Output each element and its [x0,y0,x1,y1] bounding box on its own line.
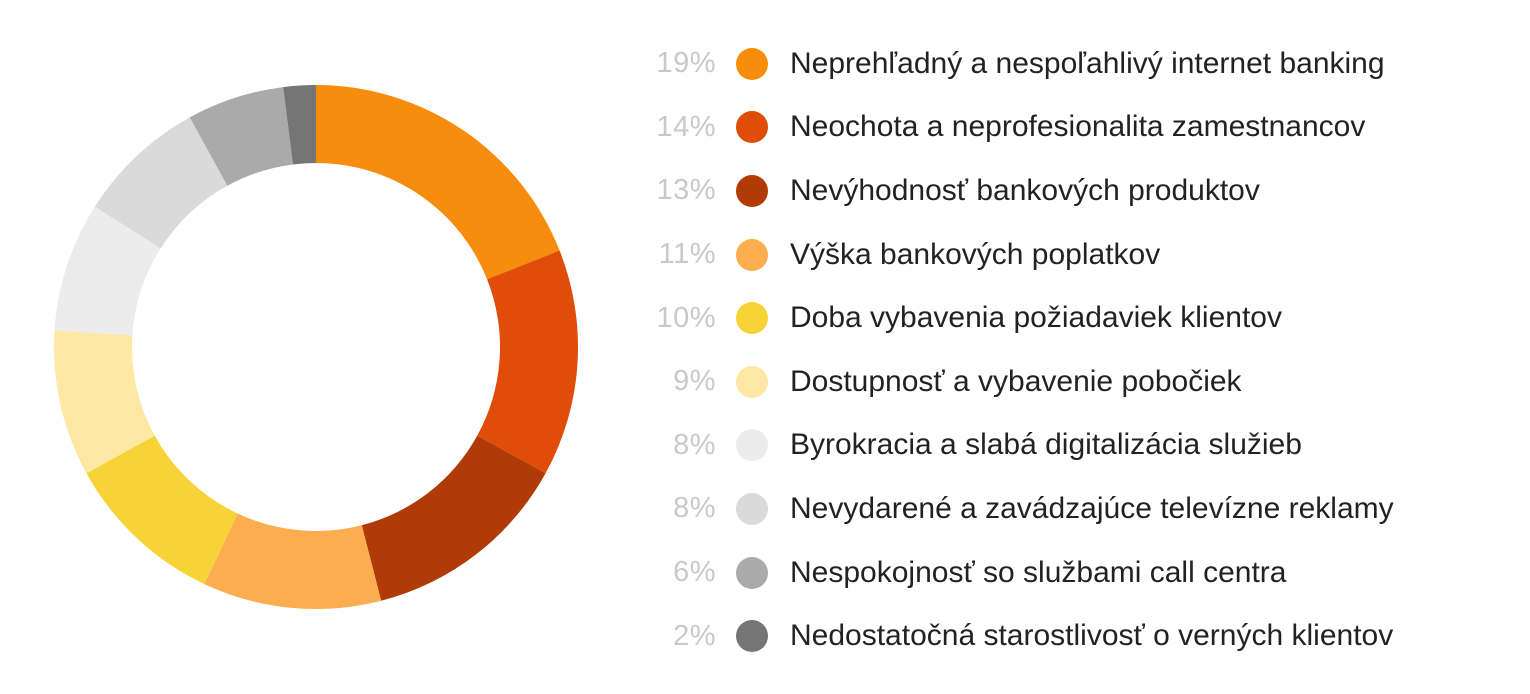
donut-slice-8 [94,117,228,249]
legend-swatch [736,365,768,398]
donut-slice-5 [86,435,238,585]
legend-label: Výška bankových poplatkov [790,237,1161,271]
legend-label: Nevýhodnosť bankových produktov [790,173,1260,207]
legend-label: Nedostatočná starostlivosť o verných kli… [790,619,1394,653]
legend-percent: 6% [673,556,716,589]
legend-item: 10% Doba vybavenia požiadaviek klientov [640,286,1520,350]
legend-label: Dostupnosť a vybavenie pobočiek [790,364,1242,398]
legend-item: 13% Nevýhodnosť bankových produktov [640,159,1520,223]
legend-item: 19% Neprehľadný a nespoľahlivý internet b… [640,32,1520,96]
legend-item: 11% Výška bankových poplatkov [640,223,1520,287]
donut-slice-10 [283,85,316,165]
legend-label: Neprehľadný a nespoľahlivý internet bank… [790,46,1385,80]
donut-slice-1 [316,85,560,280]
legend-percent: 10% [656,301,716,334]
donut-slice-2 [477,250,578,474]
donut-slice-6 [54,330,155,474]
legend-item: 14% Neochota a neprofesionalita zamestnan… [640,96,1520,160]
donut-slice-4 [204,513,382,609]
legend-item: 6% Nespokojnosť so službami call centra [640,541,1520,605]
legend-percent: 8% [673,492,716,525]
legend-swatch [736,302,768,335]
legend-swatch [736,238,768,271]
legend-item: 8% Nevydarené a zavádzajúce televízne rek… [640,477,1520,541]
legend-item: 9% Dostupnosť a vybavenie pobočiek [640,350,1520,414]
legend-percent: 2% [673,619,716,652]
chart-legend: 19% Neprehľadný a nespoľahlivý internet b… [640,32,1520,668]
legend-swatch [736,556,768,589]
legend-percent: 9% [673,365,716,398]
legend-swatch [736,492,768,525]
legend-swatch [736,620,768,653]
legend-label: Nevydarené a zavádzajúce televízne rekla… [790,491,1394,525]
donut-slice-3 [361,435,546,601]
legend-label: Nespokojnosť so službami call centra [790,555,1287,589]
legend-percent: 11% [658,238,716,271]
donut-svg [54,85,578,609]
donut-slice-7 [54,206,161,336]
legend-swatch [736,174,768,207]
legend-swatch [736,47,768,80]
legend-item: 8% Byrokracia a slabá digitalizácia služi… [640,414,1520,478]
legend-label: Byrokracia a slabá digitalizácia služieb [790,428,1302,462]
legend-percent: 14% [656,110,716,143]
legend-item: 2% Nedostatočná starostlivosť o verných k… [640,604,1520,668]
legend-percent: 8% [673,428,716,461]
legend-percent: 13% [656,174,716,207]
legend-swatch [736,429,768,462]
donut-slice-9 [189,87,293,186]
legend-label: Neochota a neprofesionalita zamestnancov [790,110,1366,144]
legend-swatch [736,111,768,144]
legend-percent: 19% [656,47,716,80]
legend-label: Doba vybavenia požiadaviek klientov [790,301,1282,335]
donut-chart [0,0,640,694]
